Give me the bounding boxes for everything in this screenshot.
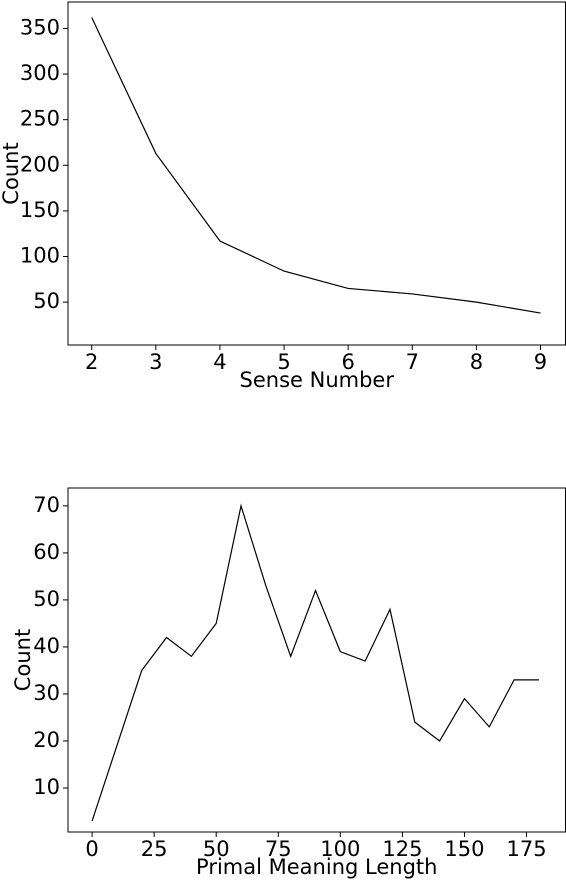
y-tick-label: 50	[33, 587, 60, 611]
y-tick-label: 250	[20, 107, 60, 131]
x-tick-label: 6	[341, 350, 354, 374]
x-tick-label: 9	[534, 350, 547, 374]
plot-frame	[67, 487, 566, 833]
x-tick-label: 25	[141, 837, 168, 861]
y-tick-label: 10	[33, 775, 60, 799]
y-tick-label: 20	[33, 728, 60, 752]
y-tick-label: 200	[20, 152, 60, 176]
x-tick-label: 5	[277, 350, 290, 374]
x-tick-label: 100	[320, 837, 360, 861]
y-tick-label: 30	[33, 681, 60, 705]
y-tick-label: 300	[20, 61, 60, 85]
x-axis-label: Sense Number	[240, 368, 395, 392]
y-axis-label: Count	[0, 142, 23, 204]
x-tick-label: 4	[213, 350, 226, 374]
x-tick-label: 125	[382, 837, 422, 861]
x-tick-label: 2	[85, 350, 98, 374]
x-tick-label: 175	[506, 837, 546, 861]
y-tick-label: 70	[33, 493, 60, 517]
x-tick-label: 0	[85, 837, 98, 861]
x-tick-label: 50	[203, 837, 230, 861]
x-tick-label: 150	[444, 837, 484, 861]
y-tick-label: 40	[33, 634, 60, 658]
line	[91, 17, 541, 314]
x-tick-label: 7	[406, 350, 419, 374]
y-tick-label: 50	[33, 289, 60, 313]
x-tick-label: 3	[149, 350, 162, 374]
y-axis-label: Count	[11, 629, 35, 691]
x-axis-label: Primal Meaning Length	[196, 855, 437, 879]
y-tick-label: 60	[33, 540, 60, 564]
x-tick-label: 8	[470, 350, 483, 374]
x-tick-label: 75	[265, 837, 292, 861]
y-tick-label: 150	[20, 198, 60, 222]
line	[91, 503, 539, 822]
y-tick-label: 100	[20, 244, 60, 268]
plot-frame	[67, 1, 566, 346]
y-tick-label: 350	[20, 15, 60, 39]
